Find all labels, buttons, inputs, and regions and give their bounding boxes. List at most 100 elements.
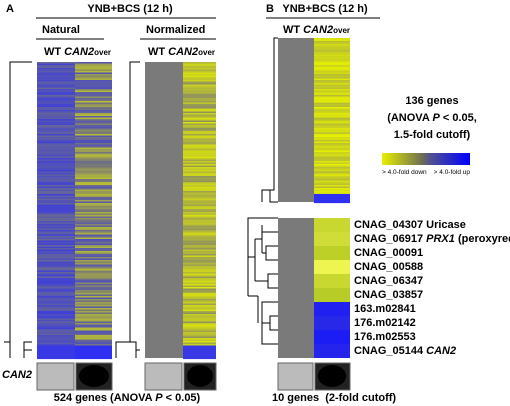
heatmap-row	[183, 332, 216, 334]
heatmap-row	[183, 92, 216, 94]
heatmap-row	[75, 282, 112, 285]
heatmap-row	[75, 221, 112, 223]
heatmap-row	[183, 341, 216, 343]
heatmap-row	[183, 129, 216, 132]
heatmap-column	[145, 62, 183, 358]
heatmap-row	[314, 98, 350, 100]
gene-id: CNAG_04307	[354, 219, 423, 231]
heatmap-row	[314, 185, 350, 187]
heatmap-row	[183, 276, 216, 279]
heatmap-row	[75, 215, 112, 217]
panel-label: A	[6, 3, 14, 15]
heatmap-row	[37, 344, 75, 346]
heatmap-row	[183, 185, 216, 187]
heatmap-row	[75, 267, 112, 270]
heatmap-row	[183, 177, 216, 180]
heatmap-row	[37, 113, 75, 115]
heatmap-row	[314, 158, 350, 160]
dendrogram	[115, 61, 140, 358]
heatmap-row	[183, 321, 216, 324]
heatmap-row	[37, 174, 75, 177]
heatmap-row	[314, 57, 350, 60]
heatmap-row	[75, 236, 112, 238]
heatmap-row	[314, 65, 350, 67]
heatmap-row	[75, 167, 112, 169]
gene-id: CNAG_00588	[354, 261, 423, 273]
heatmap-row	[75, 131, 112, 133]
heatmap-row	[37, 146, 75, 148]
heatmap-row	[37, 224, 75, 226]
gene-desc: (peroxyredoxin)	[458, 233, 510, 245]
heatmap-row	[37, 312, 75, 315]
heatmap-row	[37, 179, 75, 181]
heatmap-row	[75, 195, 112, 198]
heatmap-row	[75, 303, 112, 306]
heatmap-row	[183, 222, 216, 225]
heatmap-row	[37, 311, 75, 313]
heatmap-row	[314, 200, 350, 202]
heatmap-row	[75, 161, 112, 163]
heatmap-row	[183, 218, 216, 220]
heatmap-row	[75, 206, 112, 208]
heatmap-row	[75, 333, 112, 336]
heatmap-row	[314, 51, 350, 54]
heatmap-row	[183, 78, 216, 81]
heatmap-row	[37, 299, 75, 301]
heatmap-row	[37, 71, 75, 73]
heatmap-row	[75, 243, 112, 246]
heatmap-row	[37, 72, 75, 75]
heatmap-row	[37, 251, 75, 253]
heatmap-row	[314, 114, 350, 117]
gene-name: PRX1	[426, 233, 455, 245]
heatmap-row	[75, 101, 112, 103]
heatmap-row	[37, 197, 75, 199]
heatmap-row	[75, 285, 112, 288]
gene-name: CAN2	[426, 345, 456, 357]
heatmap-row	[183, 204, 216, 207]
heatmap-row	[183, 251, 216, 253]
heatmap-row	[75, 348, 112, 351]
gene-id: 176.m02553	[354, 331, 416, 343]
heatmap-row	[37, 75, 75, 78]
heatmap-row	[183, 165, 216, 168]
heatmap-row	[37, 201, 75, 204]
heatmap-row	[75, 270, 112, 273]
heatmap-row	[183, 173, 216, 175]
heatmap-row	[75, 321, 112, 324]
heatmap-row	[75, 72, 112, 75]
heatmap-row	[314, 165, 350, 168]
gene-label: CNAG_06347	[354, 275, 423, 287]
heatmap-row	[183, 290, 216, 292]
heatmap-row	[183, 357, 216, 360]
heatmap-row	[183, 303, 216, 306]
heatmap-row	[75, 71, 112, 73]
heatmap-row	[37, 185, 75, 187]
heatmap-row	[75, 347, 112, 349]
strain-cell	[314, 232, 350, 246]
heatmap-row	[37, 353, 75, 355]
gene-label: CNAG_00091	[354, 247, 423, 259]
heatmap-row	[75, 143, 112, 145]
heatmap-row	[314, 141, 350, 144]
heatmap-row	[314, 134, 350, 136]
heatmap-row	[37, 354, 75, 357]
gene-id: CNAG_03857	[354, 289, 423, 301]
heatmap-row	[75, 231, 112, 234]
heatmap-row	[183, 317, 216, 319]
heatmap-row	[75, 281, 112, 283]
heatmap-row	[75, 263, 112, 265]
heatmap-row	[314, 143, 350, 145]
heatmap-row	[183, 300, 216, 303]
heatmap-row	[183, 164, 216, 166]
heatmap-row	[314, 138, 350, 141]
gene-label: CNAG_06917 PRX1 (peroxyredoxin)	[354, 233, 510, 245]
heatmap-row	[75, 92, 112, 94]
heatmap-row	[183, 75, 216, 78]
gene-label: CNAG_04307 Uricase	[354, 219, 466, 231]
heatmap-row	[183, 233, 216, 235]
heatmap-row	[314, 59, 350, 61]
heatmap-row	[314, 99, 350, 102]
heatmap-row	[75, 140, 112, 142]
heatmap-row	[37, 348, 75, 351]
heatmap-row	[75, 194, 112, 196]
